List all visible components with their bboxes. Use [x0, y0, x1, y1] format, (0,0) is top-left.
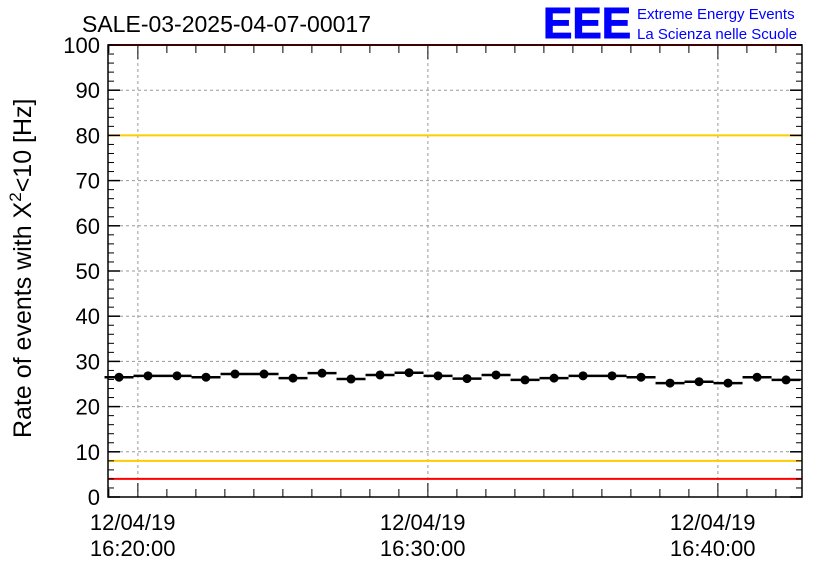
data-point: [375, 370, 385, 380]
data-point: [520, 375, 530, 385]
data-point: [723, 378, 733, 388]
data-point: [433, 371, 443, 381]
y-tick-label: 90: [76, 78, 100, 103]
data-point: [781, 375, 791, 385]
data-point: [607, 371, 617, 381]
data-point: [404, 368, 414, 378]
plot-frame: [107, 44, 803, 498]
chart-title: SALE-03-2025-04-07-00017: [82, 11, 371, 37]
data-point: [578, 371, 588, 381]
data-point: [288, 373, 298, 383]
x-tick-time: 16:30:00: [380, 536, 466, 561]
data-point: [636, 372, 646, 382]
data-point: [665, 378, 675, 388]
x-tick-time: 16:20:00: [90, 536, 176, 561]
data-point: [114, 372, 124, 382]
y-tick-label: 30: [76, 349, 100, 374]
y-axis-label: Rate of events with X2<10 [Hz]: [6, 98, 37, 438]
data-point: [230, 369, 240, 379]
logo-line2: La Scienza nelle Scuole: [637, 26, 797, 43]
data-point: [462, 374, 472, 384]
data-point: [346, 374, 356, 384]
y-tick-label: 100: [63, 33, 100, 58]
y-tick-label: 80: [76, 123, 100, 148]
x-tick-time: 16:40:00: [670, 536, 756, 561]
data-point: [549, 373, 559, 383]
x-tick-date: 12/04/19: [670, 510, 756, 535]
x-tick-date: 12/04/19: [90, 510, 176, 535]
data-point: [694, 377, 704, 387]
y-tick-label: 40: [76, 304, 100, 329]
logo-eee: EEE: [543, 0, 631, 48]
data-point: [752, 372, 762, 382]
data-point: [172, 371, 182, 381]
y-tick-label: 10: [76, 440, 100, 465]
y-tick-label: 50: [76, 259, 100, 284]
logo-line1: Extreme Energy Events: [637, 6, 795, 23]
y-tick-label: 20: [76, 395, 100, 420]
data-point: [201, 372, 211, 382]
data-point: [491, 370, 501, 380]
data-point: [259, 369, 269, 379]
y-tick-label: 0: [88, 485, 100, 510]
data-point: [317, 368, 327, 378]
data-point: [143, 371, 153, 381]
y-tick-label: 70: [76, 169, 100, 194]
x-tick-date: 12/04/19: [380, 510, 466, 535]
y-tick-label: 60: [76, 214, 100, 239]
